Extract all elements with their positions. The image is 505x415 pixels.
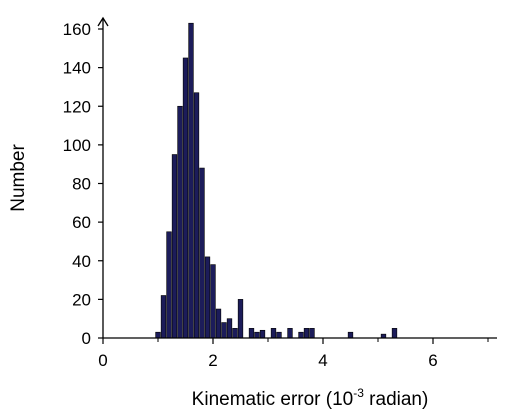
histogram-bar xyxy=(276,331,282,339)
y-tick-label: 60 xyxy=(72,213,91,232)
histogram-bar xyxy=(188,22,194,339)
x-tick-label: 6 xyxy=(428,351,437,370)
bars-layer xyxy=(155,22,398,339)
histogram-bar xyxy=(210,264,216,339)
histogram-bar xyxy=(182,57,189,339)
histogram-bar xyxy=(270,328,277,339)
histogram-bar xyxy=(155,331,161,339)
histogram-bar xyxy=(254,331,260,339)
x-tick-label: 0 xyxy=(98,351,107,370)
y-tick-label: 80 xyxy=(72,175,91,194)
x-tick-label: 4 xyxy=(318,351,327,370)
y-tick-label: 0 xyxy=(82,329,91,348)
histogram-bar xyxy=(391,328,398,339)
axes-layer xyxy=(97,16,497,339)
histogram-bar xyxy=(193,92,200,339)
histogram-bar xyxy=(199,167,205,339)
histogram-bar xyxy=(309,328,315,339)
histogram-bar xyxy=(287,328,293,339)
y-tick-label: 140 xyxy=(63,59,91,78)
histogram-bar xyxy=(221,322,227,339)
y-tick-label: 20 xyxy=(72,290,91,309)
x-tick-label: 2 xyxy=(208,351,217,370)
y-axis-arrow-icon xyxy=(97,16,109,27)
y-tick-label: 40 xyxy=(72,252,91,271)
histogram-bar xyxy=(232,328,238,339)
x-axis-title-exponent: -3 xyxy=(353,386,364,400)
x-axis-title-suffix: radian) xyxy=(364,389,428,410)
y-tick-label: 100 xyxy=(63,136,91,155)
histogram-bar xyxy=(303,328,310,339)
histogram-bar xyxy=(248,328,255,339)
histogram-bar xyxy=(259,329,266,339)
histogram-bar xyxy=(204,256,211,339)
histogram-bar xyxy=(226,318,233,339)
histogram-bar xyxy=(347,331,354,339)
x-axis-title: Kinematic error (10-3 radian) xyxy=(192,386,429,410)
y-tick-label: 160 xyxy=(63,20,91,39)
histogram-bar xyxy=(237,299,244,339)
histogram-bar xyxy=(160,295,167,339)
x-axis-title-main: Kinematic error (10 xyxy=(192,389,354,410)
histogram-bar xyxy=(215,308,222,339)
y-tick-label: 120 xyxy=(63,97,91,116)
histogram-bar xyxy=(166,231,172,339)
y-axis-title: Number xyxy=(8,144,29,212)
histogram-bar xyxy=(298,331,304,339)
histogram-bar xyxy=(171,154,178,339)
ticks-layer: 024681012020406080100120140160 xyxy=(63,20,489,370)
histogram-bar xyxy=(177,105,183,339)
